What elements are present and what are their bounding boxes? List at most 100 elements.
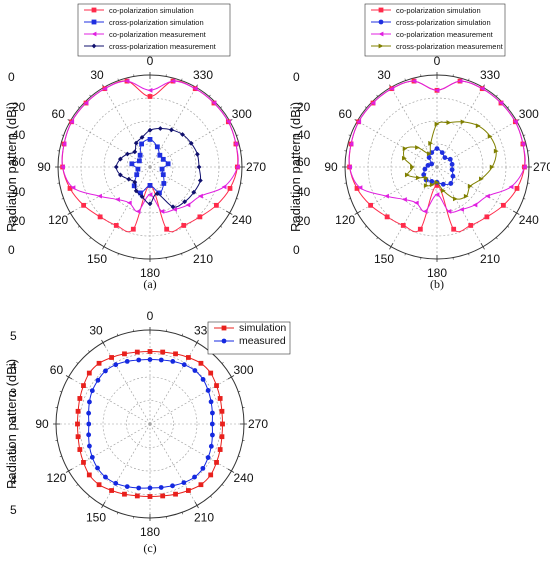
angle-label: 210 (480, 252, 500, 266)
minor-tick (77, 106, 80, 109)
minor-tick (523, 198, 526, 200)
data-point (198, 482, 204, 488)
angle-label: 0 (147, 54, 154, 68)
data-point (136, 158, 142, 164)
minor-tick (376, 237, 379, 240)
angle-tick (65, 375, 73, 380)
data-point (422, 166, 428, 172)
data-point (428, 140, 434, 146)
data-point (164, 226, 170, 232)
data-point (170, 359, 176, 364)
data-point (70, 185, 76, 191)
legend-entry: measured (239, 335, 286, 347)
data-point (97, 214, 103, 220)
data-point (213, 202, 219, 208)
data-point (137, 152, 143, 158)
data-point (86, 472, 92, 478)
data-point (154, 191, 160, 197)
minor-tick (210, 495, 212, 498)
legend-swatch-marker (91, 43, 97, 49)
angle-label: 60 (50, 363, 64, 377)
legend: co-polarization simulation cross-polariza… (364, 3, 506, 57)
minor-tick (181, 78, 183, 81)
angle-tick (101, 501, 106, 509)
data-point (208, 399, 214, 405)
data-point (446, 120, 452, 125)
data-point (147, 201, 153, 207)
legend-swatch-marker (91, 31, 97, 37)
data-point (450, 173, 456, 179)
data-point (61, 141, 67, 147)
legend-box (364, 3, 506, 57)
data-point (180, 132, 185, 137)
grid-spoke (436, 166, 484, 247)
radial-tick-label: 0 (8, 70, 15, 84)
legend-entry: cross-polarization simulation (109, 18, 204, 27)
data-point (157, 126, 163, 131)
grid-spoke (149, 87, 197, 168)
y-axis-label: Radiation pattern (dBi) (288, 102, 303, 232)
data-point (512, 119, 518, 125)
minor-tick (116, 333, 119, 336)
grid-spoke (390, 87, 438, 168)
data-point (467, 183, 473, 189)
data-point (198, 360, 204, 366)
data-point (370, 100, 376, 106)
data-point (134, 349, 140, 355)
data-point (103, 474, 108, 480)
data-point (135, 166, 141, 172)
data-point (147, 349, 153, 354)
minor-tick (221, 362, 224, 364)
angle-label: 150 (86, 511, 106, 525)
data-point (113, 480, 119, 486)
data-point (227, 186, 233, 191)
angle-label: 330 (480, 68, 500, 82)
radial-tick-label: 3 (10, 443, 17, 457)
grid-ring (126, 143, 174, 191)
minor-tick (61, 198, 64, 200)
legend-swatch-marker (91, 19, 97, 25)
data-point (83, 100, 89, 106)
data-point (411, 78, 417, 84)
grid-spoke (390, 166, 438, 247)
minor-tick (507, 225, 510, 228)
data-point (434, 192, 440, 197)
minor-tick (468, 78, 470, 81)
series-co-polarization-measurement (347, 78, 527, 214)
data-point (208, 472, 214, 478)
minor-tick (59, 455, 62, 458)
minor-tick (77, 225, 80, 228)
data-point (122, 351, 127, 357)
data-point (139, 141, 145, 147)
angle-label: 330 (193, 68, 213, 82)
angle-label: 120 (46, 471, 66, 485)
polar-chart-c: 03060901201501802102402703003305432345Ra… (4, 309, 291, 555)
minor-tick (495, 237, 498, 240)
data-point (210, 410, 215, 416)
data-point (457, 78, 463, 84)
data-point (169, 127, 174, 133)
data-point (468, 223, 474, 228)
legend-box (77, 3, 231, 57)
data-point (447, 156, 453, 162)
angle-tick (194, 501, 199, 509)
data-point (440, 188, 446, 194)
data-point (75, 421, 80, 427)
data-point (134, 493, 140, 499)
minor-tick (523, 134, 526, 136)
data-point (147, 485, 153, 491)
minor-tick (220, 225, 223, 228)
angle-label: 240 (519, 213, 539, 227)
data-point (520, 141, 526, 147)
series-cross-polarization-simulation (129, 137, 171, 196)
data-point (479, 86, 485, 92)
data-point (421, 172, 427, 178)
panel-label: (b) (430, 277, 444, 291)
data-point (87, 443, 92, 449)
minor-tick (236, 198, 239, 200)
data-point (147, 137, 153, 142)
radial-tick-label: -20 (8, 100, 26, 114)
data-point (125, 151, 130, 157)
data-point (200, 465, 206, 471)
